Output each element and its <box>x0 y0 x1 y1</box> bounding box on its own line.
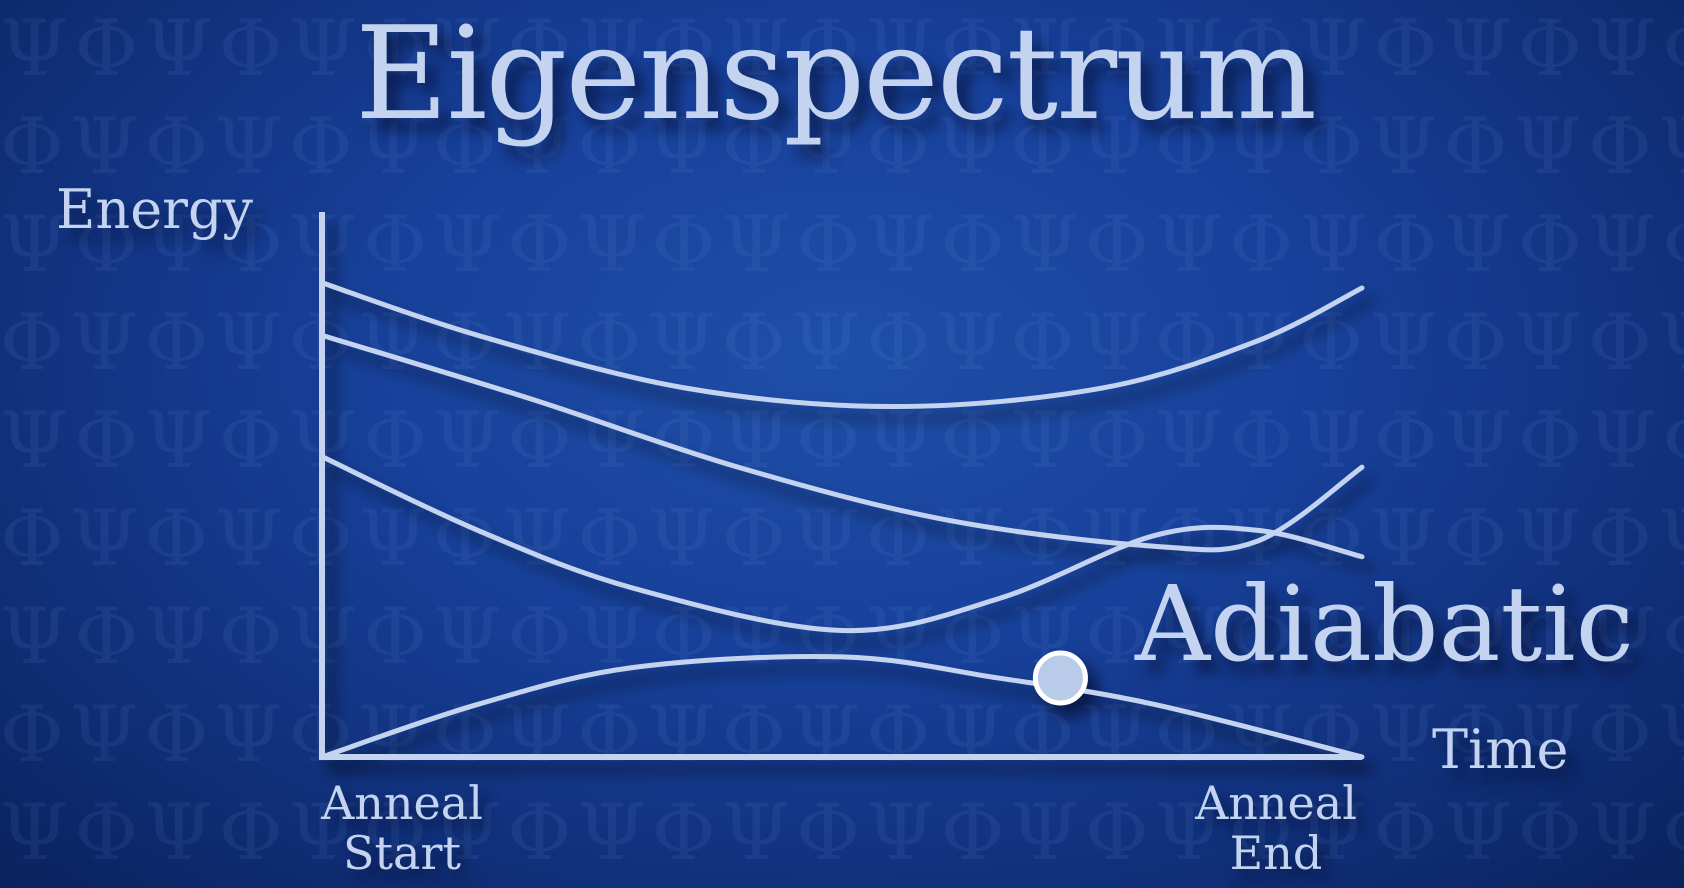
energy-level-line-4 <box>319 653 1365 760</box>
tick-end-line1: Anneal <box>1195 776 1357 830</box>
energy-level-line-1 <box>319 280 1365 410</box>
adiabatic-label: Adiabatic <box>1135 563 1634 685</box>
y-axis-label: Energy <box>56 178 254 241</box>
tick-start-line2: Start <box>343 826 461 880</box>
tick-label-anneal-start: Anneal Start <box>312 778 492 878</box>
page-title: Eigenspectrum <box>355 0 1317 149</box>
x-axis-label: Time <box>1432 718 1569 781</box>
energy-level-line-2 <box>319 332 1365 553</box>
tick-label-anneal-end: Anneal End <box>1186 778 1366 878</box>
state-marker-dot <box>1032 650 1088 706</box>
tick-start-line1: Anneal <box>321 776 483 830</box>
tick-end-line2: End <box>1229 826 1323 880</box>
energy-level-line-3 <box>319 454 1365 634</box>
